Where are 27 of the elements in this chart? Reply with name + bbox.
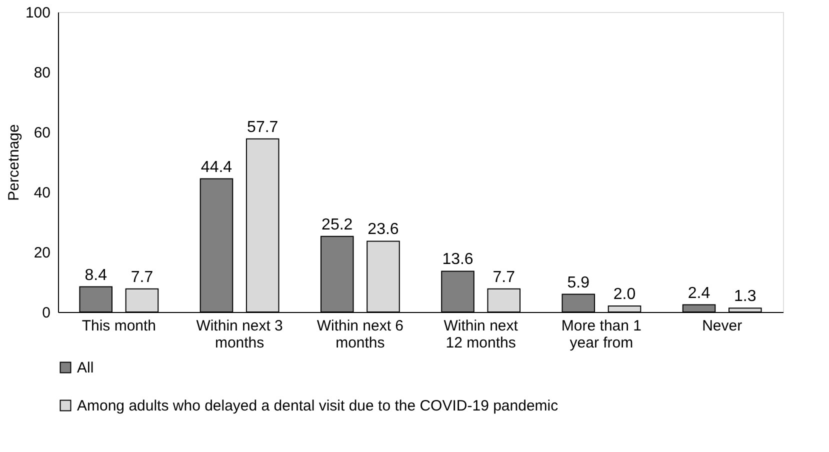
x-tick-label: Within next 3 months — [196, 318, 283, 352]
x-tick-label: More than 1 year from — [561, 318, 642, 352]
y-axis-title: Percetnage — [5, 124, 22, 201]
data-label: 7.7 — [130, 268, 154, 286]
y-tick-label: 20 — [34, 244, 50, 262]
data-label: 5.9 — [567, 274, 590, 292]
data-label: 25.2 — [322, 216, 353, 234]
data-label: 7.7 — [492, 268, 516, 286]
y-tick-label: 100 — [25, 4, 50, 22]
legend-label: Among adults who delayed a dental visit due to the COVID-19 pandemic — [77, 398, 559, 414]
y-tick-label: 60 — [34, 124, 50, 142]
x-tick-label: Never — [702, 318, 742, 334]
data-label: 1.3 — [734, 288, 756, 306]
data-label: 23.6 — [368, 221, 399, 238]
data-label: 2.0 — [613, 286, 636, 303]
y-tick-label: 0 — [42, 304, 50, 322]
x-tick-label: This month — [82, 318, 156, 334]
data-label: 8.4 — [84, 266, 108, 284]
x-tick-label: Within next 12 months — [444, 318, 519, 352]
legend-label: All — [77, 360, 94, 376]
y-tick-label: 80 — [34, 64, 50, 82]
data-label: 57.7 — [247, 118, 278, 136]
data-label: 2.4 — [688, 284, 710, 302]
x-tick-label: Within next 6 months — [316, 318, 404, 352]
data-label: 44.4 — [200, 158, 232, 176]
data-label: 13.6 — [442, 251, 474, 268]
y-tick-label: 40 — [34, 184, 50, 202]
